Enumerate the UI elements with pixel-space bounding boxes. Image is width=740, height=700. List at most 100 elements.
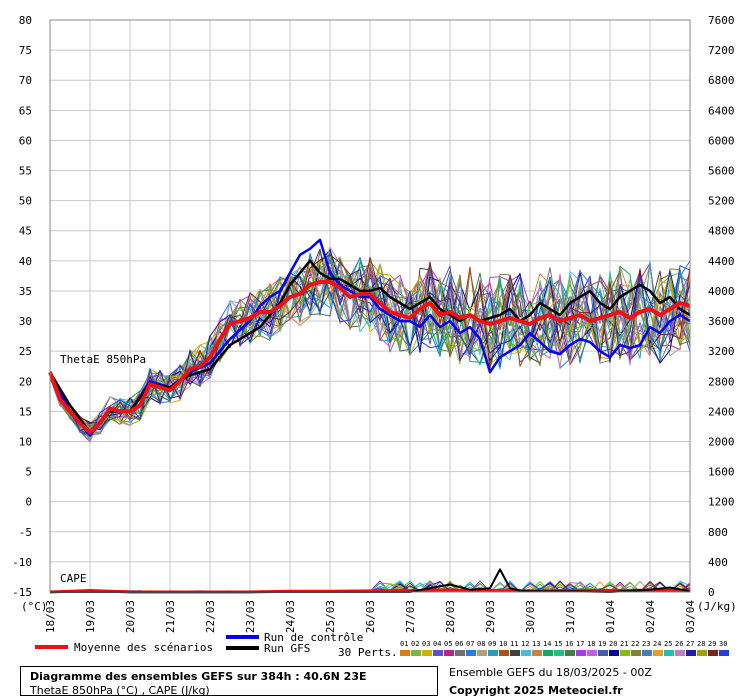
- pert-number: 24: [653, 640, 661, 648]
- pert-number: 12: [521, 640, 529, 648]
- left-tick-label: 50: [19, 195, 32, 208]
- left-tick-label: 55: [19, 165, 32, 178]
- left-tick-label: 80: [19, 14, 32, 27]
- pert-color-swatch: [653, 650, 663, 656]
- pert-color-swatch: [455, 650, 465, 656]
- pert-color-swatch: [719, 650, 729, 656]
- legend-perts-label: 30 Perts.: [338, 646, 398, 659]
- legend-gfs-label: Run GFS: [264, 642, 310, 655]
- pert-number: 25: [664, 640, 672, 648]
- right-tick-label: 2800: [708, 375, 735, 388]
- pert-color-swatch: [411, 650, 421, 656]
- right-tick-label: 4800: [708, 225, 735, 238]
- pert-number: 03: [422, 640, 430, 648]
- x-tick-label: 24/03: [284, 600, 297, 633]
- x-tick-label: 19/03: [84, 600, 97, 633]
- x-tick-label: 20/03: [124, 600, 137, 633]
- right-tick-label: 400: [708, 556, 728, 569]
- pert-color-swatch: [543, 650, 553, 656]
- pert-number: 21: [620, 640, 628, 648]
- x-tick-label: 27/03: [404, 600, 417, 633]
- right-tick-label: 6400: [708, 104, 735, 117]
- left-axis-label: (°C): [21, 600, 48, 613]
- left-tick-label: 30: [19, 315, 32, 328]
- right-tick-label: 800: [708, 526, 728, 539]
- x-tick-label: 22/03: [204, 600, 217, 633]
- info-subtitle: ThetaE 850hPa (°C) , CAPE (J/kg): [30, 684, 210, 697]
- x-tick-label: 29/03: [484, 600, 497, 633]
- pert-number: 13: [532, 640, 540, 648]
- pert-color-swatch: [554, 650, 564, 656]
- left-tick-label: 25: [19, 345, 32, 358]
- right-tick-label: 5600: [708, 165, 735, 178]
- x-tick-label: 28/03: [444, 600, 457, 633]
- x-tick-label: 02/04: [644, 600, 657, 633]
- left-tick-label: -10: [12, 556, 32, 569]
- right-tick-label: 5200: [708, 195, 735, 208]
- ensemble-run-text: Ensemble GEFS du 18/03/2025 - 00Z: [449, 666, 652, 679]
- pert-number: 07: [466, 640, 474, 648]
- pert-number: 28: [697, 640, 705, 648]
- pert-color-swatch: [510, 650, 520, 656]
- pert-number: 06: [455, 640, 463, 648]
- pert-color-swatch: [576, 650, 586, 656]
- right-tick-label: 6800: [708, 74, 735, 87]
- pert-color-swatch: [587, 650, 597, 656]
- pert-color-swatch: [598, 650, 608, 656]
- pert-number: 23: [642, 640, 650, 648]
- pert-color-swatch: [664, 650, 674, 656]
- pert-color-swatch: [444, 650, 454, 656]
- right-axis-ticks: 7600720068006400600056005200480044004000…: [708, 14, 735, 599]
- pert-number: 27: [686, 640, 694, 648]
- pert-number: 09: [488, 640, 496, 648]
- legend-control-label: Run de contrôle: [264, 631, 363, 644]
- pert-number: 20: [609, 640, 617, 648]
- left-tick-label: -15: [12, 586, 32, 599]
- x-tick-label: 23/03: [244, 600, 257, 633]
- pert-number: 14: [543, 640, 551, 648]
- right-tick-label: 2400: [708, 405, 735, 418]
- pert-number: 05: [444, 640, 452, 648]
- left-tick-label: 5: [25, 466, 32, 479]
- member-line: [49, 265, 691, 436]
- right-tick-label: 4400: [708, 255, 735, 268]
- pert-color-swatch: [620, 650, 630, 656]
- x-tick-label: 25/03: [324, 600, 337, 633]
- pert-number: 15: [554, 640, 562, 648]
- right-tick-label: 1600: [708, 466, 735, 479]
- left-tick-label: 45: [19, 225, 32, 238]
- left-tick-label: 20: [19, 375, 32, 388]
- pert-color-swatch: [488, 650, 498, 656]
- pert-color-swatch: [565, 650, 575, 656]
- right-axis-label: (J/kg): [697, 600, 737, 613]
- pert-number: 17: [576, 640, 584, 648]
- pert-color-swatch: [609, 650, 619, 656]
- plot-frame: [49, 19, 691, 593]
- x-tick-label: 26/03: [364, 600, 377, 633]
- pert-number: 01: [400, 640, 408, 648]
- right-tick-label: 1200: [708, 496, 735, 509]
- pert-color-swatch: [477, 650, 487, 656]
- x-tick-label: 21/03: [164, 600, 177, 633]
- copyright-text: Copyright 2025 Meteociel.fr: [449, 684, 623, 697]
- pert-number: 29: [708, 640, 716, 648]
- left-tick-label: 35: [19, 285, 32, 298]
- left-tick-label: 10: [19, 435, 32, 448]
- pert-number: 11: [510, 640, 518, 648]
- member-line: [49, 246, 691, 443]
- control-run-line: [48, 238, 691, 437]
- pert-number: 30: [719, 640, 727, 648]
- x-tick-label: 01/04: [604, 600, 617, 633]
- pert-number: 22: [631, 640, 639, 648]
- pert-color-swatch: [697, 650, 707, 656]
- right-tick-label: 4000: [708, 285, 735, 298]
- info-title: Diagramme des ensembles GEFS sur 384h : …: [30, 670, 367, 683]
- left-tick-label: 75: [19, 44, 32, 57]
- right-tick-label: 7600: [708, 14, 735, 27]
- pert-number: 10: [499, 640, 507, 648]
- pert-color-swatch: [532, 650, 542, 656]
- left-tick-label: 40: [19, 255, 32, 268]
- right-tick-label: 7200: [708, 44, 735, 57]
- left-tick-label: 70: [19, 74, 32, 87]
